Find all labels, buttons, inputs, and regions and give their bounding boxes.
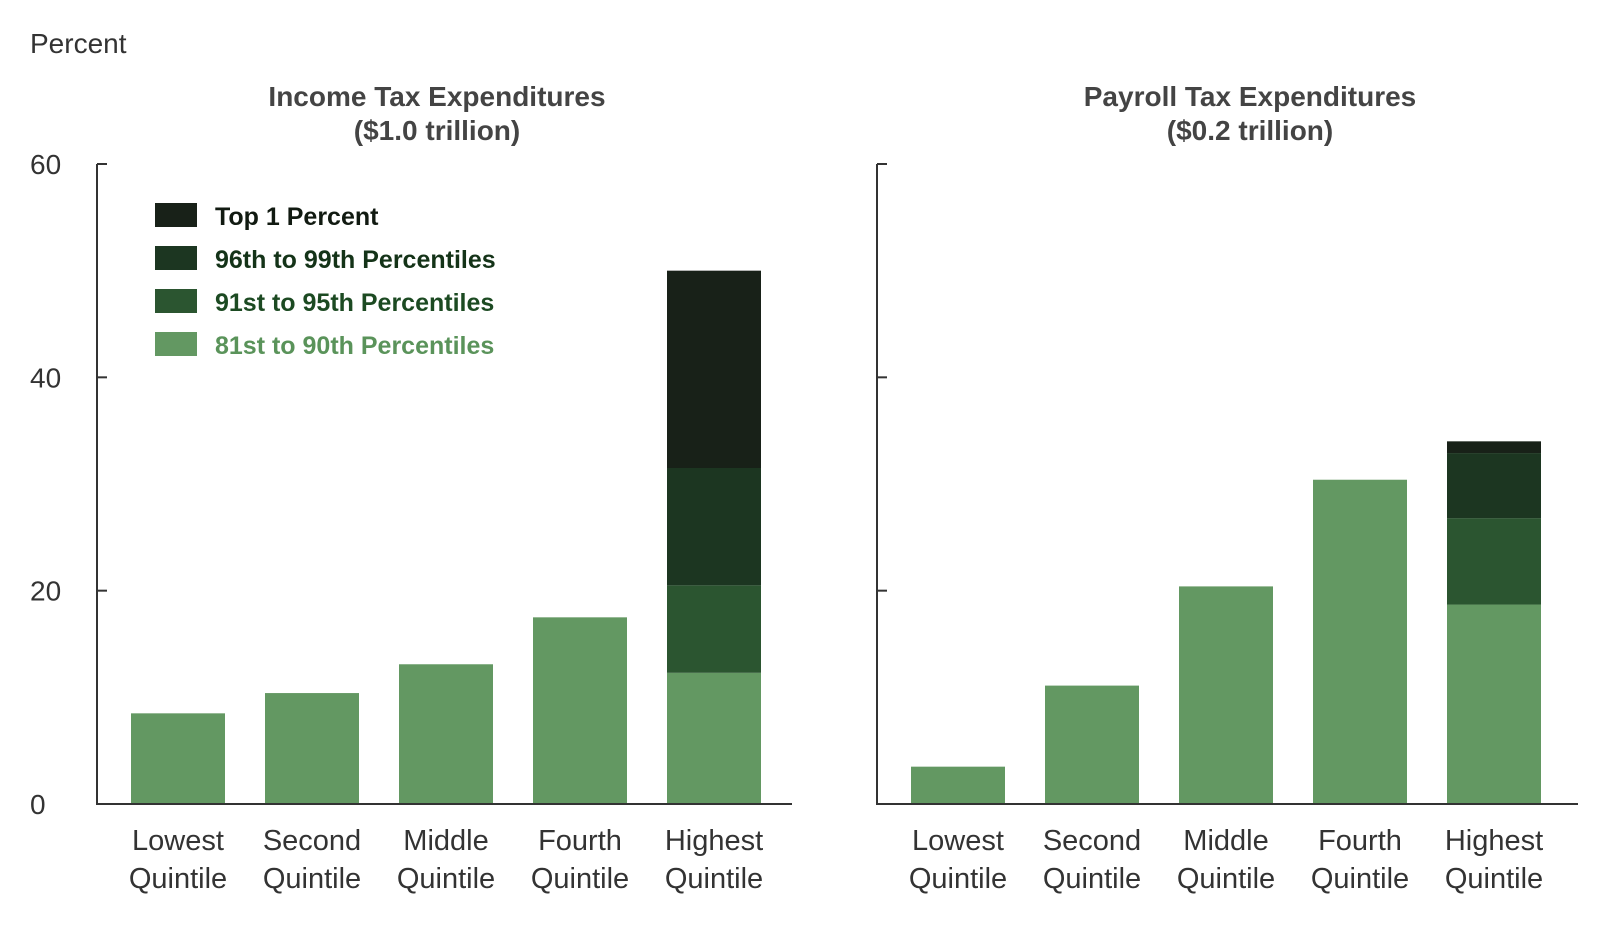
x-tick-label: Quintile <box>129 863 227 895</box>
bar <box>265 693 359 804</box>
bar-segment <box>1447 518 1541 605</box>
panel-title: Income Tax Expenditures <box>268 81 605 112</box>
legend-item: 91st to 95th Percentiles <box>155 289 494 317</box>
legend-label: 96th to 99th Percentiles <box>215 246 496 274</box>
x-tick-label: Quintile <box>531 863 629 895</box>
x-tick-label: Fourth <box>538 825 622 857</box>
legend-swatch <box>155 289 197 313</box>
bar <box>131 713 225 804</box>
y-tick-label: 60 <box>30 149 61 180</box>
bar <box>533 617 627 804</box>
bar-group <box>1045 685 1139 804</box>
bar-group <box>1179 586 1273 804</box>
x-tick-label: Highest <box>1445 825 1543 857</box>
panel-title: Payroll Tax Expenditures <box>1084 81 1417 112</box>
panel-payroll-tax: Payroll Tax Expenditures($0.2 trillion) L… <box>876 81 1578 895</box>
bar <box>1045 685 1139 804</box>
bar-group <box>265 693 359 804</box>
bar-segment <box>1447 453 1541 519</box>
panel-subtitle: ($0.2 trillion) <box>1167 115 1333 146</box>
legend-label: Top 1 Percent <box>215 203 379 231</box>
x-tick-label: Quintile <box>1043 863 1141 895</box>
bar <box>911 766 1005 804</box>
bar-group <box>667 270 761 804</box>
y-tick-label: 0 <box>30 789 46 820</box>
bar-group <box>911 766 1005 804</box>
y-tick-label: 40 <box>30 362 61 393</box>
bar-segment <box>667 672 761 804</box>
legend-item: 81st to 90th Percentiles <box>155 332 494 360</box>
x-tick-label: Quintile <box>665 863 763 895</box>
bar-group <box>399 664 493 804</box>
y-axis-unit-label: Percent <box>30 28 127 59</box>
bar <box>1179 586 1273 804</box>
x-tick-label: Lowest <box>132 825 224 857</box>
x-tick-label: Quintile <box>263 863 361 895</box>
panel-income-tax: Income Tax Expenditures($1.0 trillion) Lo… <box>30 81 792 895</box>
x-tick-label: Middle <box>1183 825 1268 857</box>
x-tick-label: Fourth <box>1318 825 1402 857</box>
bar-group <box>1313 479 1407 804</box>
bar-segment <box>1447 604 1541 804</box>
legend-item: 96th to 99th Percentiles <box>155 246 496 274</box>
bar-group <box>131 713 225 804</box>
panel-subtitle: ($1.0 trillion) <box>354 115 520 146</box>
bar-segment <box>667 585 761 673</box>
legend-swatch <box>155 246 197 270</box>
bar-group <box>533 617 627 804</box>
x-tick-label: Quintile <box>1445 863 1543 895</box>
legend-swatch <box>155 332 197 356</box>
legend-swatch <box>155 203 197 227</box>
x-tick-label: Middle <box>403 825 488 857</box>
legend-item: Top 1 Percent <box>155 203 379 231</box>
bar <box>399 664 493 804</box>
bar-segment <box>667 468 761 586</box>
bar-segment <box>667 270 761 468</box>
bar-group <box>1447 441 1541 804</box>
legend-label: 91st to 95th Percentiles <box>215 289 494 317</box>
x-tick-label: Second <box>1043 825 1141 857</box>
x-tick-label: Quintile <box>1177 863 1275 895</box>
bar <box>1313 479 1407 804</box>
x-tick-label: Quintile <box>1311 863 1409 895</box>
x-tick-label: Quintile <box>909 863 1007 895</box>
legend-label: 81st to 90th Percentiles <box>215 332 494 360</box>
y-tick-label: 20 <box>30 576 61 607</box>
bar-segment <box>1447 441 1541 454</box>
x-tick-label: Lowest <box>912 825 1004 857</box>
x-tick-label: Quintile <box>397 863 495 895</box>
x-tick-label: Highest <box>665 825 763 857</box>
legend: Top 1 Percent 96th to 99th Percentiles 91s… <box>155 203 496 360</box>
x-tick-label: Second <box>263 825 361 857</box>
